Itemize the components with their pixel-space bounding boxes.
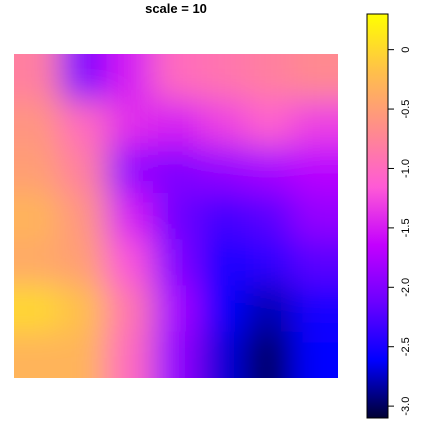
heatmap-cell xyxy=(106,331,154,378)
heatmap-cell xyxy=(14,192,62,241)
heatmap-cell xyxy=(60,331,108,378)
heatmap-cell xyxy=(60,192,108,241)
colorbar-bar xyxy=(366,13,389,419)
heatmap-cell xyxy=(245,192,293,241)
heatmap-cell xyxy=(199,100,247,148)
heatmap-cell xyxy=(106,54,154,102)
heatmap-cell xyxy=(106,285,154,333)
heatmap-cell xyxy=(106,146,154,194)
colorbar-tick-label: -1.5 xyxy=(400,218,412,237)
heatmap-cell xyxy=(60,285,108,333)
heatmap-cell xyxy=(14,146,62,194)
chart-title: scale = 10 xyxy=(145,1,207,16)
heatmap-cell xyxy=(291,100,338,148)
heatmap-cell xyxy=(199,192,247,241)
colorbar-tick-label: -3.0 xyxy=(400,397,412,416)
heatmap-cell xyxy=(245,54,293,102)
heatmap-cell xyxy=(291,54,338,102)
heatmap-cell xyxy=(152,146,201,194)
colorbar-tick-label: -1.0 xyxy=(400,159,412,178)
colorbar-tick-label: -2.5 xyxy=(400,337,412,356)
heatmap-cell xyxy=(152,54,201,102)
heatmap-cells xyxy=(14,54,338,378)
heatmap-cell xyxy=(152,239,201,287)
heatmap-cell xyxy=(60,239,108,287)
heatmap-cell xyxy=(245,100,293,148)
heatmap-cell xyxy=(199,239,247,287)
heatmap-cell xyxy=(291,239,338,287)
heatmap-cell xyxy=(60,54,108,102)
heatmap-cell xyxy=(199,54,247,102)
heatmap-cell xyxy=(291,331,338,378)
heatmap-cell xyxy=(152,192,201,241)
heatmap-cell xyxy=(60,146,108,194)
heatmap-cell xyxy=(152,331,201,378)
heatmap-cell xyxy=(199,146,247,194)
colorbar-tick-label: -2.0 xyxy=(400,278,412,297)
colorbar: 0 -0.5 -1.0 -1.5 -2.0 -2.5 -3.0 xyxy=(366,13,412,419)
heatmap-cell xyxy=(14,54,62,102)
colorbar-tick-label: 0 xyxy=(400,47,412,53)
heatmap-cell xyxy=(106,239,154,287)
heatmap-cell xyxy=(14,331,62,378)
heatmap-cell xyxy=(199,331,247,378)
heatmap-cell xyxy=(245,331,293,378)
colorbar-ticks: 0 -0.5 -1.0 -1.5 -2.0 -2.5 -3.0 xyxy=(388,47,412,416)
heatmap-cell xyxy=(14,100,62,148)
heatmap-cell xyxy=(291,146,338,194)
heatmap-cell xyxy=(152,100,201,148)
heatmap-cell xyxy=(245,146,293,194)
heatmap-cell xyxy=(60,100,108,148)
heatmap-cell xyxy=(199,285,247,333)
heatmap-panel xyxy=(14,54,338,378)
heatmap-cell xyxy=(291,192,338,241)
heatmap-cell xyxy=(245,285,293,333)
heatmap-cell xyxy=(14,285,62,333)
heatmap-cell xyxy=(106,100,154,148)
heatmap-cell xyxy=(152,285,201,333)
heatmap-cell xyxy=(245,239,293,287)
heatmap-cell xyxy=(14,239,62,287)
heatmap-cell xyxy=(106,192,154,241)
colorbar-tick-label: -0.5 xyxy=(400,100,412,119)
heatmap-cell xyxy=(291,285,338,333)
